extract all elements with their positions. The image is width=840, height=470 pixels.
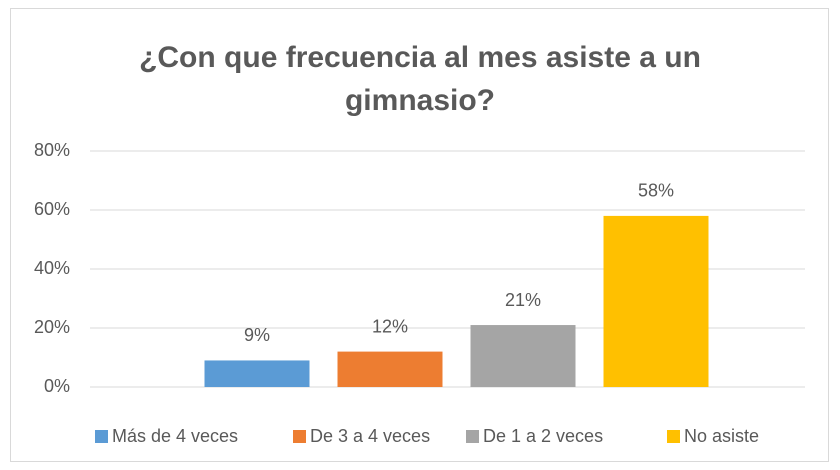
y-tick-label: 20% [34, 317, 70, 337]
y-tick-label: 0% [44, 376, 70, 396]
y-tick-label: 40% [34, 258, 70, 278]
legend-swatch [667, 430, 680, 443]
bar [603, 215, 709, 387]
legend-swatch [466, 430, 479, 443]
y-tick-label: 60% [34, 199, 70, 219]
bar [337, 351, 443, 387]
legend-swatch [95, 430, 108, 443]
bar [470, 325, 576, 387]
y-tick-label: 80% [34, 140, 70, 160]
value-label: 21% [505, 290, 541, 310]
legend-label: De 1 a 2 veces [483, 426, 603, 446]
chart-title: ¿Con que frecuencia al mes asiste a un g… [139, 41, 701, 117]
value-label: 58% [638, 181, 674, 201]
value-label: 12% [372, 316, 408, 336]
bar [204, 360, 310, 387]
legend-label: Más de 4 veces [112, 426, 238, 446]
legend-swatch [293, 430, 306, 443]
value-label: 9% [244, 325, 270, 345]
legend-label: De 3 a 4 veces [310, 426, 430, 446]
legend-label: No asiste [684, 426, 759, 446]
